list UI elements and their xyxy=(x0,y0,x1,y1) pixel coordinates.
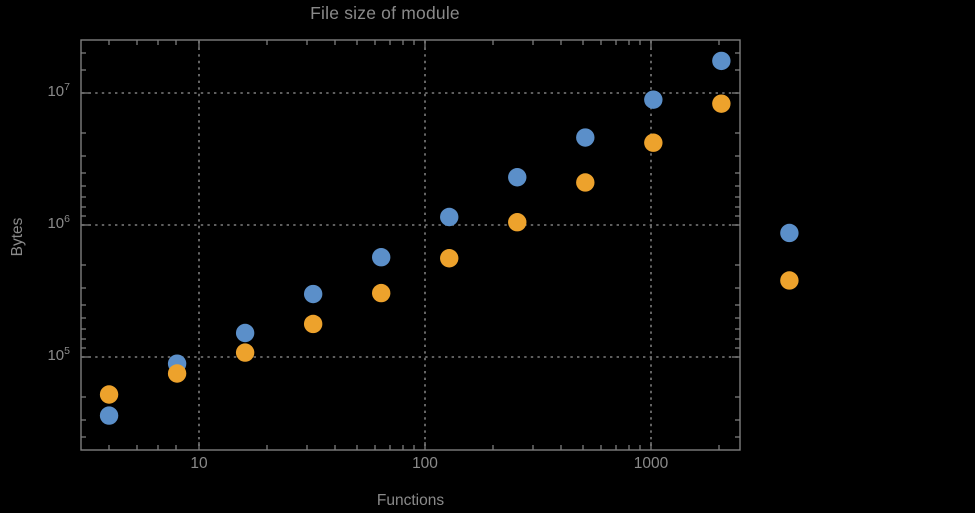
grid-lines xyxy=(82,41,739,449)
x-tick-label-1000: 1000 xyxy=(633,455,669,472)
scatter-point xyxy=(780,271,799,290)
scatter-point xyxy=(508,168,527,187)
chart-title: File size of module xyxy=(310,3,460,23)
scatter-point xyxy=(576,128,595,147)
scatter-point xyxy=(644,133,663,152)
scatter-point xyxy=(576,173,595,192)
scatter-point xyxy=(712,94,731,113)
plot-frame xyxy=(80,39,741,451)
x-tick-label-10: 10 xyxy=(190,455,208,472)
scatter-point xyxy=(167,364,187,383)
scatter-point xyxy=(303,284,323,304)
scatter-point xyxy=(235,343,255,362)
scatter-point xyxy=(508,213,527,232)
axis-ticks xyxy=(81,40,740,450)
scatter-point xyxy=(372,248,391,267)
scatter-point xyxy=(303,314,323,334)
scatter-point xyxy=(440,249,459,268)
x-tick-label-100: 100 xyxy=(412,455,438,472)
scatter-point xyxy=(99,385,119,404)
x-axis-label: Functions xyxy=(376,492,445,509)
scatter-point xyxy=(372,283,391,303)
y-tick-label-1e7: 107 xyxy=(47,81,70,100)
scatter-point xyxy=(99,406,119,425)
scatter-point xyxy=(235,323,255,343)
y-tick-label-1e5: 105 xyxy=(47,345,70,364)
scatter-point xyxy=(644,90,663,109)
scatter-point xyxy=(712,51,731,71)
y-tick-label-1e6: 106 xyxy=(47,213,70,232)
scatter-point xyxy=(780,223,799,243)
data-points xyxy=(99,51,799,425)
scatter-point xyxy=(440,207,459,227)
